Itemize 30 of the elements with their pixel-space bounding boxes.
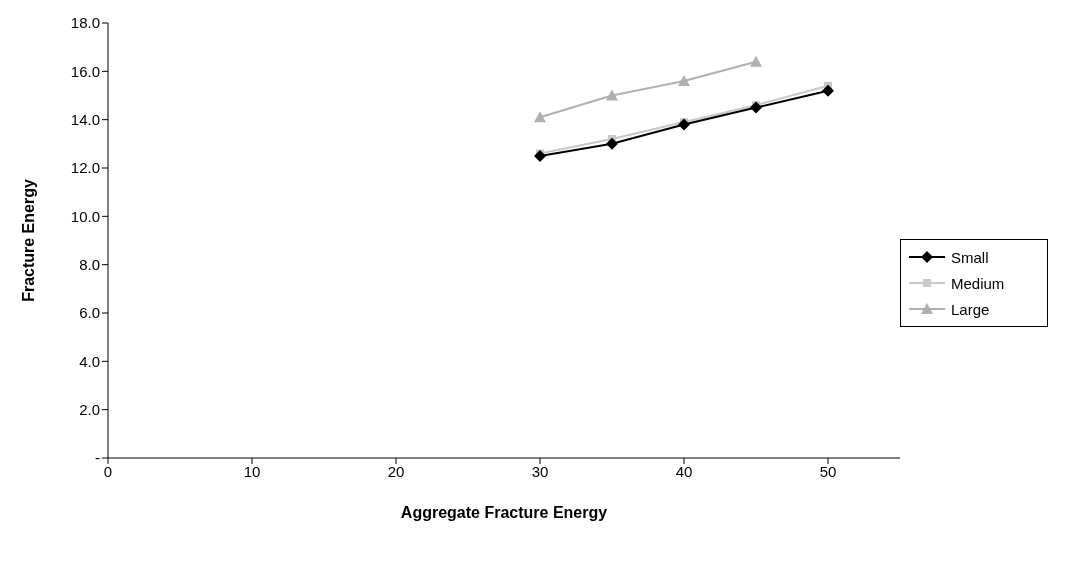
y-tick-label: 8.0	[79, 255, 100, 273]
point	[678, 118, 690, 131]
y-axis-title: Fracture Energy	[19, 179, 37, 302]
point	[750, 55, 762, 67]
x-tick-label: 40	[675, 462, 693, 480]
x-tick-label: 20	[387, 462, 405, 480]
y-tick-label: 18.0	[70, 14, 100, 32]
point	[822, 84, 834, 97]
y-tick-label: 16.0	[70, 62, 100, 80]
point	[678, 75, 690, 86]
x-axis-title: Aggregate Fracture Energy	[400, 504, 608, 521]
y-tick-label: 14.0	[70, 110, 100, 128]
point	[750, 101, 762, 114]
y-tick-label: 12.0	[70, 159, 100, 177]
point	[606, 89, 618, 101]
legend-label: Large	[951, 300, 990, 318]
legend-label: Small	[951, 248, 989, 266]
y-tick-label: 10.0	[70, 207, 100, 225]
x-tick-label: 30	[531, 462, 549, 480]
point	[606, 137, 618, 150]
y-tick-label: 4.0	[79, 352, 100, 370]
x-tick-label: 10	[243, 462, 261, 480]
y-tick-label: -	[95, 449, 100, 467]
y-tick-label: 6.0	[79, 304, 100, 322]
legend-label: Medium	[951, 274, 1005, 292]
x-tick-label: 50	[819, 462, 837, 480]
x-tick-label: 0	[103, 462, 113, 480]
point	[534, 111, 546, 123]
y-tick-label: 2.0	[79, 400, 100, 418]
point	[534, 149, 546, 162]
